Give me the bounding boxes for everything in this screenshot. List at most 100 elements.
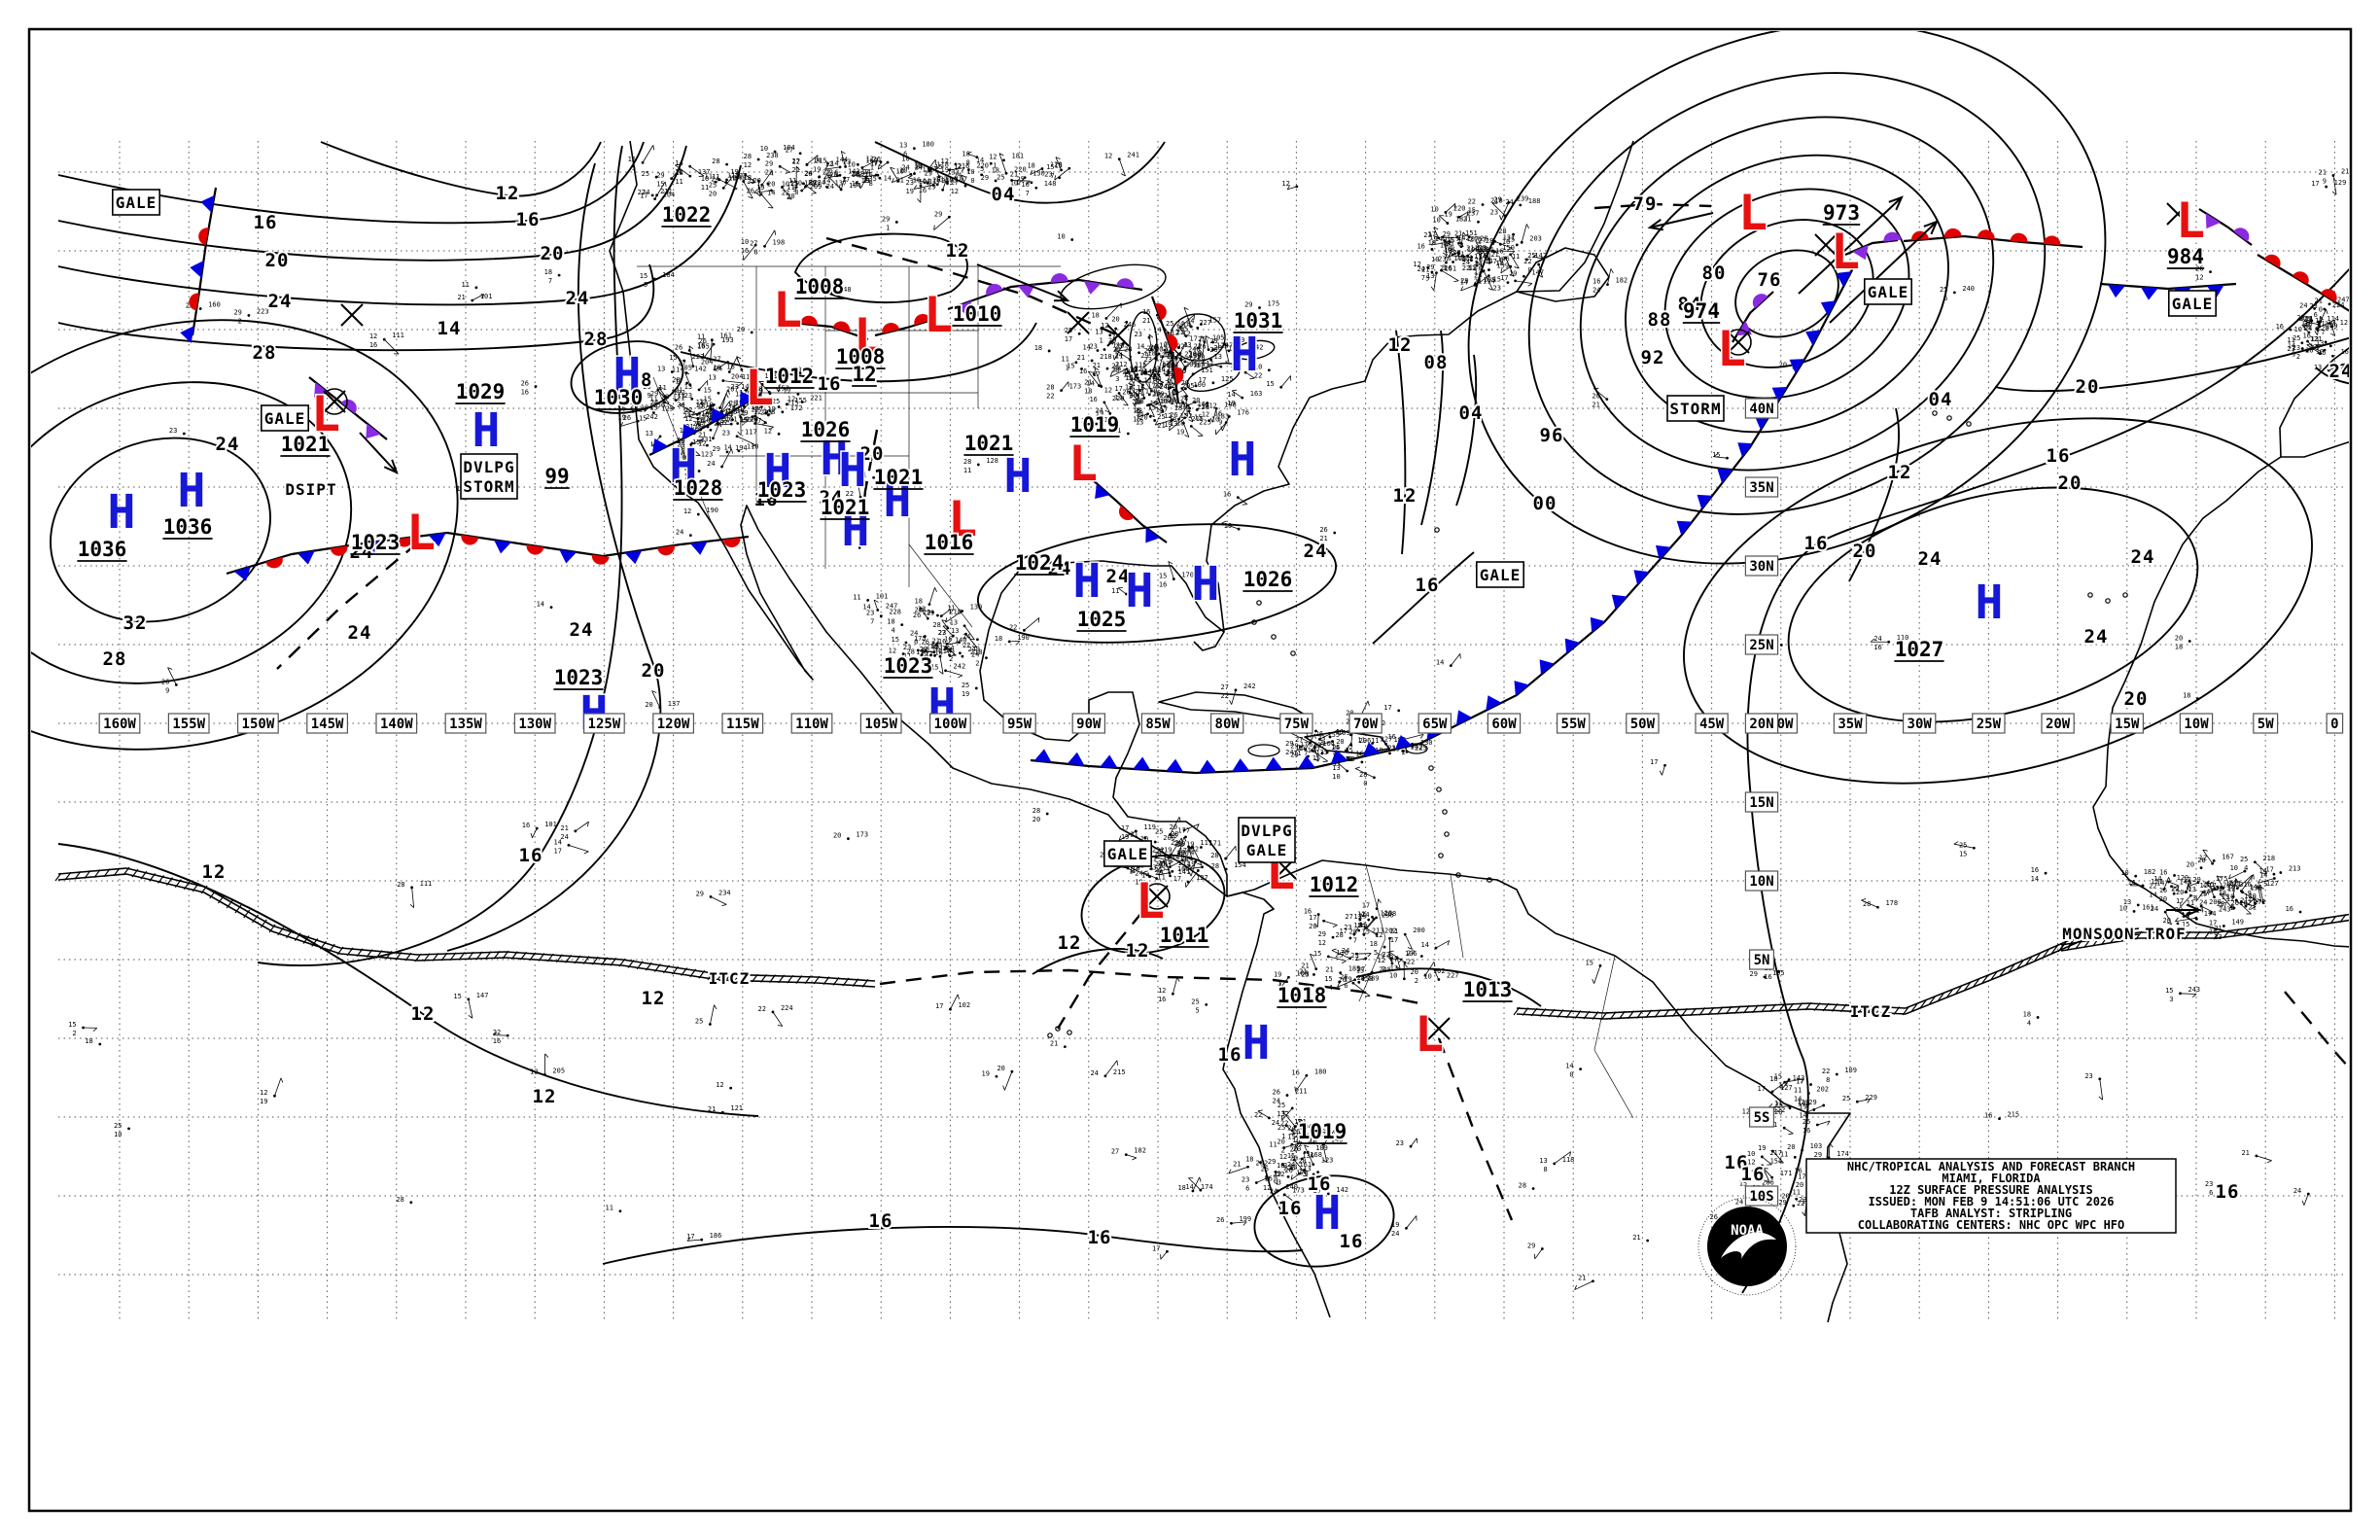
station-temp: 28 — [1171, 830, 1178, 838]
noaa-logo: NOAA — [1698, 1197, 1797, 1296]
stationary-front-semicircle — [330, 545, 348, 556]
station-dot — [674, 399, 678, 402]
station-temp: 28 — [1046, 384, 1054, 392]
station-dot — [2298, 910, 2302, 914]
station-temp: 15 — [640, 272, 648, 280]
station-temp: 11 — [738, 410, 746, 418]
station-dot — [618, 1209, 622, 1213]
station-temp: 20 — [1411, 968, 1418, 976]
wind-barb — [801, 180, 814, 192]
itcz-hatch — [591, 956, 599, 965]
station-temp: 12 — [783, 387, 790, 395]
station-dewpoint: 15 — [1959, 850, 1967, 858]
wind-barb-tick — [692, 410, 695, 416]
wind-barb — [1154, 419, 1172, 426]
warm-front-semicircle — [1977, 229, 1995, 240]
station-dot — [754, 388, 757, 392]
station-dewpoint: 0 — [1363, 780, 1367, 788]
station-pressure: 111 — [1200, 839, 1212, 847]
isobar — [1848, 407, 1900, 582]
annotation-gale: GALE — [1107, 845, 1149, 863]
wind-barb-tick — [1054, 175, 1056, 181]
station-temp: 15 — [695, 402, 703, 409]
isobar — [31, 319, 459, 751]
wind-barb-tick — [1310, 953, 1315, 957]
station-temp: 17 — [1198, 376, 1206, 384]
station-temp: 29 — [695, 423, 703, 431]
station-dot — [690, 397, 694, 401]
isobar-label: 24 — [348, 622, 372, 644]
station-temp: 26 — [2231, 899, 2239, 907]
station-temp: 11 — [676, 438, 683, 445]
station-pressure: 147 — [1531, 268, 1544, 276]
longitude-label-box — [1002, 713, 1036, 734]
wind-barb — [1283, 1194, 1301, 1207]
itcz-hatch — [375, 950, 383, 959]
station-temp: 27 — [1295, 736, 1303, 744]
station-pressure: 224 — [781, 1004, 793, 1012]
station-dot — [913, 172, 916, 176]
station-pressure: 208 — [2209, 898, 2222, 906]
station-temp: 26 — [1709, 1213, 1717, 1221]
wind-barb — [1441, 269, 1459, 282]
station-dewpoint: 1 — [993, 162, 997, 170]
station-dot — [874, 173, 878, 177]
wind-barb — [2306, 344, 2321, 354]
station-dot — [2232, 906, 2236, 910]
station-temp: 10 — [1168, 396, 1175, 403]
station-temp: 25 — [1065, 327, 1072, 334]
wind-barb — [686, 1239, 702, 1242]
station-dewpoint: 19 — [1227, 400, 1235, 407]
itcz-hatch — [1990, 971, 1998, 980]
station-pressure: 104 — [1322, 740, 1335, 748]
station-dewpoint: 5 — [733, 408, 737, 416]
motion-arrow — [976, 263, 1068, 301]
station-dewpoint: 3 — [1278, 979, 1281, 987]
station-temp: 11 — [649, 396, 657, 403]
station-temp: 23 — [1490, 209, 1498, 217]
wind-barb — [826, 175, 842, 191]
station-temp: 28 — [1519, 1182, 1526, 1190]
wind-barb — [1433, 227, 1440, 238]
station-pressure: 204 — [1300, 1123, 1312, 1131]
wind-barb-tick — [1183, 402, 1186, 407]
station-temp: 15 — [2303, 324, 2311, 332]
itcz-hatch — [538, 953, 545, 962]
station-temp: 23 — [812, 180, 820, 188]
station-dot — [1108, 412, 1112, 415]
wind-barb — [1257, 1110, 1270, 1119]
itcz-hatch — [724, 972, 732, 982]
station-dot — [1195, 408, 1199, 411]
station-temp: 11 — [1336, 728, 1344, 736]
station-dot — [1795, 1197, 1799, 1201]
station-temp: 11 — [742, 373, 750, 381]
high-center-symbol: H — [1229, 433, 1257, 487]
wind-barb — [1143, 368, 1155, 374]
small-island — [2122, 592, 2128, 598]
wind-barb-tick — [280, 1077, 284, 1083]
station-temp: 19 — [682, 407, 690, 415]
cold-front-triangle — [1633, 570, 1650, 585]
station-pressure: 194 — [735, 444, 748, 452]
station-pressure: 180 — [922, 141, 934, 149]
station-temp: 29 — [1209, 337, 1217, 345]
station-dewpoint: 16 — [1130, 374, 1138, 382]
station-dot — [1358, 752, 1362, 755]
station-pressure: 119 — [1143, 823, 1156, 831]
coastline — [2279, 347, 2349, 458]
station-dot — [2044, 871, 2048, 875]
station-dot — [1467, 235, 1471, 239]
wind-barb-tick — [544, 1053, 549, 1058]
jamaica-island — [1247, 744, 1280, 757]
wind-barb-tick — [769, 426, 774, 431]
station-temp: 19 — [916, 648, 924, 656]
station-dot — [866, 598, 870, 602]
station-dewpoint: 9 — [2323, 177, 2327, 185]
station-pressure: 171 — [1780, 1170, 1793, 1177]
trough-line — [2284, 991, 2349, 1069]
station-temp: 28 — [1122, 368, 1130, 375]
station-dot — [1211, 340, 1214, 344]
station-temp: 13 — [2311, 335, 2319, 343]
wind-barb-tick — [1420, 734, 1424, 739]
station-dot — [549, 606, 553, 610]
